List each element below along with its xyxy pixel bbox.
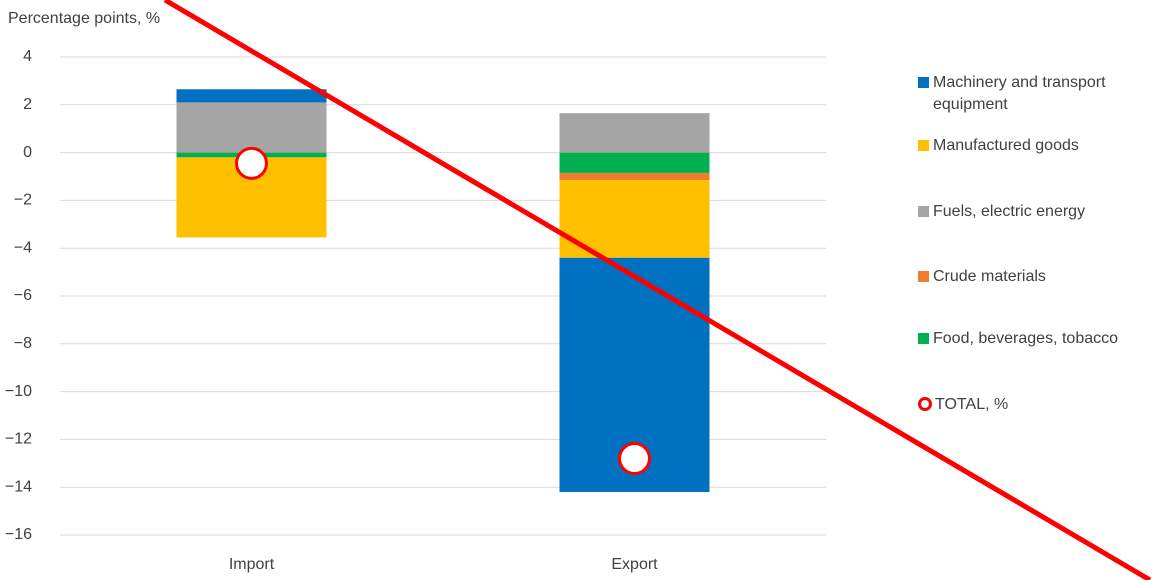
total-marker: [618, 442, 651, 476]
y-tick-label: −4: [14, 239, 32, 256]
legend-label: Machinery and transport equipment: [933, 74, 1106, 113]
y-tick-label: 0: [23, 144, 32, 161]
legend-swatch: [918, 140, 929, 151]
legend-swatch: [918, 397, 932, 411]
legend-label: Fuels, electric energy: [933, 203, 1086, 220]
legend-item: TOTAL, %: [918, 394, 1157, 416]
y-axis-title: Percentage points, %: [8, 10, 160, 27]
legend-swatch: [918, 271, 929, 282]
total-marker: [235, 146, 268, 180]
y-tick-label: −8: [14, 335, 32, 352]
y-tick-label: 4: [23, 48, 32, 65]
bar-segment: [559, 180, 710, 258]
bar-segment: [559, 152, 710, 173]
legend-label: Manufactured goods: [933, 137, 1079, 154]
legend-label: TOTAL, %: [935, 396, 1009, 413]
y-tick-label: −14: [5, 478, 32, 495]
legend-item: Food, beverages, tobacco: [918, 328, 1155, 350]
legend-swatch: [918, 333, 929, 344]
bar-segment: [176, 102, 327, 153]
bar-segment: [176, 89, 327, 103]
legend-item: Fuels, electric energy: [918, 201, 1155, 223]
legend-item: Crude materials: [918, 266, 1155, 288]
y-tick-label: −2: [14, 192, 32, 209]
bar-segment: [559, 113, 710, 153]
legend-swatch: [918, 206, 929, 217]
legend-item: Machinery and transport equipment: [918, 72, 1155, 116]
y-tick-label: −16: [5, 526, 32, 543]
y-tick-label: 2: [23, 96, 32, 113]
bar-segment: [559, 172, 710, 181]
legend-label: Crude materials: [933, 268, 1046, 285]
legend-swatch: [918, 77, 929, 88]
legend-label: Food, beverages, tobacco: [933, 330, 1119, 347]
x-tick-label: Import: [229, 556, 275, 573]
y-tick-label: −6: [14, 287, 32, 304]
x-tick-label: Export: [611, 556, 658, 573]
y-tick-label: −10: [5, 383, 32, 400]
y-tick-label: −12: [5, 431, 32, 448]
legend-item: Manufactured goods: [918, 135, 1155, 157]
